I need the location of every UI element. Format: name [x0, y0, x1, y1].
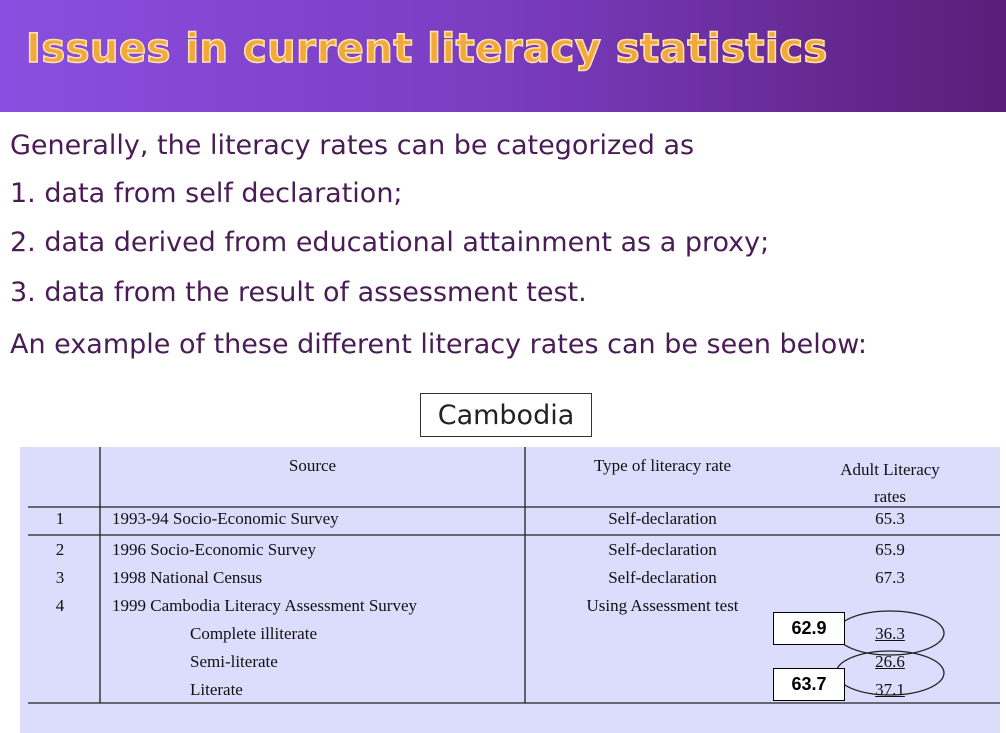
outro: An example of these different literacy r…: [10, 329, 868, 360]
header-band: [0, 0, 1006, 112]
row-rate: 65.9: [875, 540, 905, 559]
table-caption: Cambodia: [420, 393, 592, 437]
list-item: 1. data from self declaration;: [10, 178, 403, 209]
intro: Generally, the literacy rates can be cat…: [10, 130, 695, 161]
row-type: Self-declaration: [608, 509, 717, 528]
row-source: 1999 Cambodia Literacy Assessment Survey: [112, 596, 418, 615]
subrow-label: Complete illiterate: [190, 624, 317, 643]
annotation-box: 63.7: [773, 668, 845, 701]
row-number: 1: [55, 509, 65, 528]
subrow-rate: 37.1: [875, 680, 905, 699]
column-header: Type of literacy rate: [593, 456, 732, 475]
row-source: 1996 Socio-Economic Survey: [112, 540, 316, 559]
row-rate: 65.3: [875, 509, 905, 528]
list-item: 2. data derived from educational attainm…: [10, 227, 770, 258]
row-type: Self-declaration: [608, 568, 717, 587]
subrow-label: Literate: [190, 680, 243, 699]
row-number: 3: [55, 568, 65, 587]
subrow-rate: 26.6: [875, 652, 905, 671]
subrow-rate: 36.3: [875, 624, 905, 643]
subrow-label: Semi-literate: [190, 652, 278, 671]
row-type: Using Assessment test: [586, 596, 739, 615]
row-number: 2: [55, 540, 65, 559]
row-number: 4: [55, 596, 65, 615]
column-header: Adult Literacy rates: [840, 460, 940, 506]
annotation-box: 62.9: [773, 612, 845, 645]
row-rate: 67.3: [875, 568, 905, 587]
row-type: Self-declaration: [608, 540, 717, 559]
list-item: 3. data from the result of assessment te…: [10, 277, 587, 308]
row-source: 1998 National Census: [112, 568, 263, 587]
row-source: 1993-94 Socio-Economic Survey: [112, 509, 339, 528]
slide-title: Issues in current literacy statistics: [25, 25, 828, 73]
column-header: Source: [288, 456, 337, 475]
